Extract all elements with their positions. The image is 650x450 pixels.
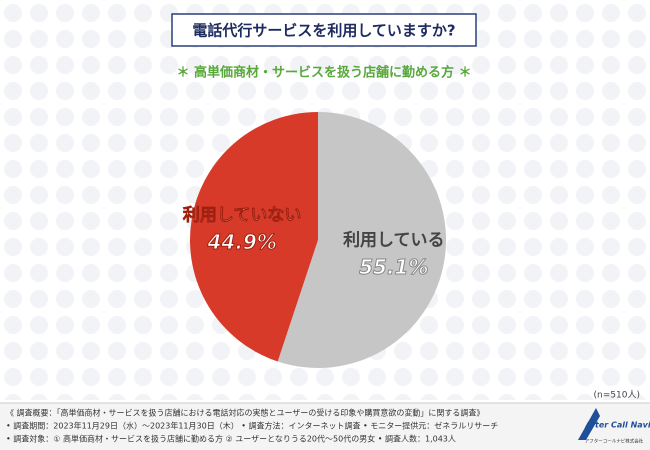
footnote: • 調査対象：① 高単価商材・サービスを扱う店舗に勤める方 ② ユーザーとなりう… bbox=[6, 434, 456, 444]
logo-name: After Call Navi bbox=[584, 421, 650, 430]
footnote: 《 調査概要：「高単価商材・サービスを扱う店舗における電話対応の実態とユーザーの… bbox=[6, 408, 484, 418]
chart-subtitle: ＊ 高単価商材・サービスを扱う店舗に勤める方 ＊ bbox=[176, 65, 471, 81]
slice-value: 55.1% bbox=[359, 255, 428, 279]
slice-value: 44.9% bbox=[206, 230, 276, 254]
footer-band bbox=[0, 403, 650, 450]
chart-title: 電話代行サービスを利用していますか? bbox=[192, 22, 455, 40]
slice-label: 利用している bbox=[343, 229, 445, 250]
pie-slice bbox=[190, 112, 318, 362]
logo-company: アフターコールナビ株式会社 bbox=[585, 438, 644, 445]
logo-mark bbox=[578, 408, 600, 440]
slice-label: 利用していない bbox=[183, 205, 302, 226]
footnote: • 調査期間：2023年11月29日（水）〜2023年11月30日（木） • 調… bbox=[6, 421, 498, 431]
title-box bbox=[171, 13, 477, 47]
pie-slice bbox=[277, 112, 446, 368]
sample-note: (n=510人) bbox=[594, 390, 640, 401]
pie: 利用している 55.1% 利用していない 44.9% bbox=[183, 112, 446, 368]
